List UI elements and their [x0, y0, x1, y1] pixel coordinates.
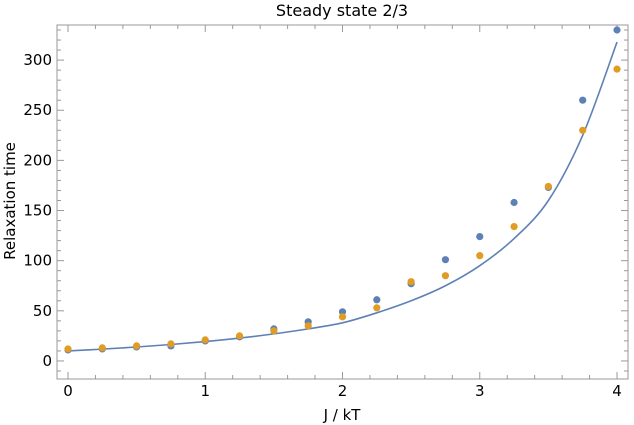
series-2-point	[373, 304, 381, 312]
plot-frame-rect	[56, 24, 629, 380]
series-2-point	[304, 322, 312, 330]
series-2-point	[235, 332, 244, 340]
series-2-point	[338, 313, 347, 321]
series-2-point	[613, 65, 621, 73]
fit-curve	[67, 41, 618, 352]
series-2-point	[98, 344, 106, 352]
series-2-point	[133, 342, 141, 350]
y-tick-label: 300	[23, 51, 52, 69]
x-tick-label: 4	[612, 382, 622, 400]
series-2-point	[441, 272, 450, 280]
series-1-point	[373, 296, 381, 304]
tick-labels: 0 1 2 3 4 0 50 100 150 200 250 300	[23, 51, 621, 400]
series-2-point	[270, 327, 278, 335]
series-2-point	[544, 182, 552, 191]
series-1-point	[579, 96, 587, 104]
y-tick-label: 50	[33, 302, 52, 320]
plot-frame	[56, 24, 629, 380]
x-axis-title: J / kT	[323, 406, 362, 424]
y-tick-label: 250	[23, 101, 52, 119]
axis-ticks	[57, 25, 628, 379]
x-tick-label: 2	[338, 382, 348, 400]
chart-title: Steady state 2/3	[276, 1, 408, 20]
data-points	[64, 26, 621, 354]
series-1-point	[441, 256, 450, 264]
y-tick-label: 150	[23, 202, 52, 220]
series-1-point	[510, 198, 518, 207]
series-1-point	[613, 26, 621, 34]
series-2-point	[476, 252, 484, 260]
fit-curve-layer	[67, 41, 618, 352]
y-tick-label: 0	[42, 352, 52, 370]
series-2-point	[579, 126, 587, 134]
series-2-point	[64, 345, 72, 353]
y-axis-title: Relaxation time	[1, 142, 19, 260]
x-tick-label: 3	[475, 382, 485, 400]
series-1-point	[476, 232, 484, 241]
series-2-point	[407, 278, 415, 286]
series-2-point	[510, 222, 518, 231]
x-tick-label: 0	[63, 382, 73, 400]
y-tick-label: 100	[23, 252, 52, 270]
series-1-point	[338, 308, 347, 316]
x-tick-label: 1	[200, 382, 210, 400]
series-2-point	[167, 340, 175, 348]
y-tick-label: 200	[23, 151, 52, 169]
series-2-point	[201, 336, 209, 344]
